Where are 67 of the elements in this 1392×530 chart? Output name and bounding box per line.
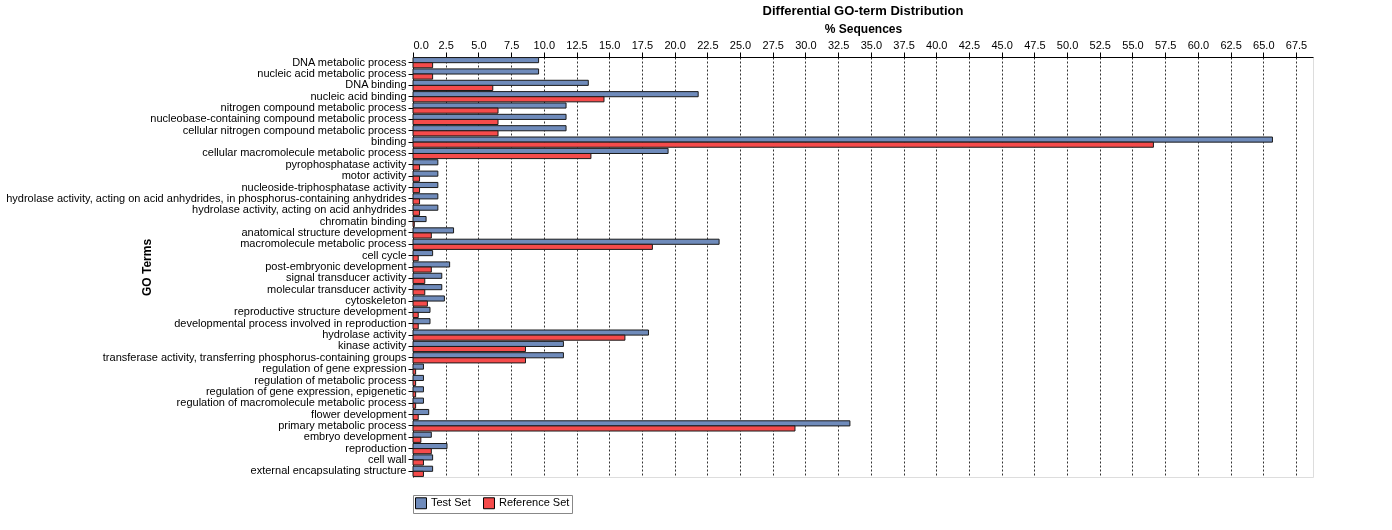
- y-tick-label: pyrophosphatase activity: [285, 157, 407, 170]
- x-tick-label: 50.0: [1056, 38, 1079, 51]
- y-tick-label: cellular macromolecule metabolic process: [202, 146, 407, 159]
- y-tick-label: embryo development: [303, 430, 407, 443]
- x-tick-label: 55.0: [1122, 38, 1144, 51]
- legend-label: Reference Set: [499, 496, 570, 509]
- y-tick-label: DNA metabolic process: [292, 55, 407, 68]
- y-tick-label: DNA binding: [345, 78, 407, 91]
- x-tick-label: 42.5: [958, 38, 981, 51]
- y-tick-label: post-embryonic development: [265, 260, 407, 272]
- x-tick-label: 17.5: [631, 38, 654, 51]
- y-tick-label: molecular transducer activity: [267, 282, 407, 295]
- y-tick-label: nitrogen compound metabolic process: [220, 101, 407, 114]
- x-tick-label: 2.5: [438, 38, 454, 51]
- x-tick-label: 40.0: [926, 38, 948, 51]
- y-tick-label: nucleic acid binding: [310, 89, 407, 102]
- x-tick-label: 30.0: [795, 38, 817, 51]
- y-tick-label: kinase activity: [338, 339, 407, 352]
- y-tick-label: binding: [371, 135, 407, 148]
- y-tick-label: macromolecule metabolic process: [240, 237, 407, 250]
- y-tick-label: flower development: [311, 407, 407, 420]
- y-tick-label: nucleobase-containing compound metabolic process: [150, 112, 407, 125]
- y-tick-label: regulation of macromolecule metabolic process: [176, 396, 407, 409]
- y-tick-label: regulation of metabolic process: [254, 373, 407, 386]
- x-tick-label: 25.0: [729, 38, 752, 51]
- x-tick-label: 5.0: [471, 38, 487, 51]
- y-tick-label: cell wall: [367, 452, 407, 465]
- y-tick-label: nucleoside-triphosphatase activity: [241, 180, 407, 193]
- x-tick-label: 45.0: [991, 38, 1013, 51]
- x-tick-label: 0.0: [413, 38, 429, 51]
- x-tick-label: 62.5: [1220, 38, 1242, 51]
- x-tick-label: 57.5: [1154, 38, 1177, 51]
- chart-title: Differential GO-term Distribution: [762, 3, 964, 18]
- x-tick-label: 32.5: [827, 38, 850, 51]
- x-tick-label: 10.0: [533, 38, 556, 51]
- y-tick-label: external encapsulating structure: [250, 464, 407, 477]
- x-tick-label: 52.5: [1089, 38, 1111, 51]
- x-tick-label: 7.5: [503, 38, 520, 51]
- x-tick-label: 20.0: [664, 38, 686, 51]
- x-tick-label: 35.0: [860, 38, 883, 51]
- y-tick-label: developmental process involved in reproduction: [174, 316, 407, 329]
- x-tick-label: 22.5: [697, 38, 719, 51]
- y-tick-label: motor activity: [341, 169, 407, 182]
- legend-label: Test Set: [431, 496, 471, 509]
- y-tick-label: reproductive structure development: [234, 305, 407, 318]
- y-tick-label: reproduction: [345, 441, 407, 454]
- x-tick-label: 67.5: [1285, 38, 1308, 51]
- y-tick-label: hydrolase activity, acting on acid anhydrides: [192, 203, 407, 216]
- y-tick-label: nucleic acid metabolic process: [257, 67, 407, 80]
- y-tick-label: regulation of gene expression: [262, 362, 407, 375]
- y-tick-label: transferase activity, transferring phosphorus-containing groups: [102, 350, 407, 363]
- y-axis-title: GO Terms: [139, 238, 154, 297]
- x-tick-label: 37.5: [893, 38, 915, 51]
- bar: [412, 57, 540, 64]
- y-tick-label: signal transducer activity: [286, 271, 407, 284]
- x-axis-title: % Sequences: [824, 21, 903, 36]
- y-tick-label: chromatin binding: [319, 214, 407, 227]
- x-tick-label: 12.5: [566, 38, 588, 51]
- x-tick-label: 27.5: [762, 38, 784, 51]
- x-tick-label: 65.0: [1253, 38, 1275, 51]
- y-tick-label: cellular nitrogen compound metabolic process: [182, 123, 407, 136]
- x-tick-label: 47.5: [1024, 38, 1046, 51]
- x-tick-label: 15.0: [599, 38, 621, 51]
- y-tick-label: hydrolase activity: [322, 328, 407, 341]
- x-tick-label: 60.0: [1187, 38, 1210, 51]
- y-tick-label: cytoskeleton: [345, 294, 407, 307]
- y-tick-label: cell cycle: [361, 248, 407, 261]
